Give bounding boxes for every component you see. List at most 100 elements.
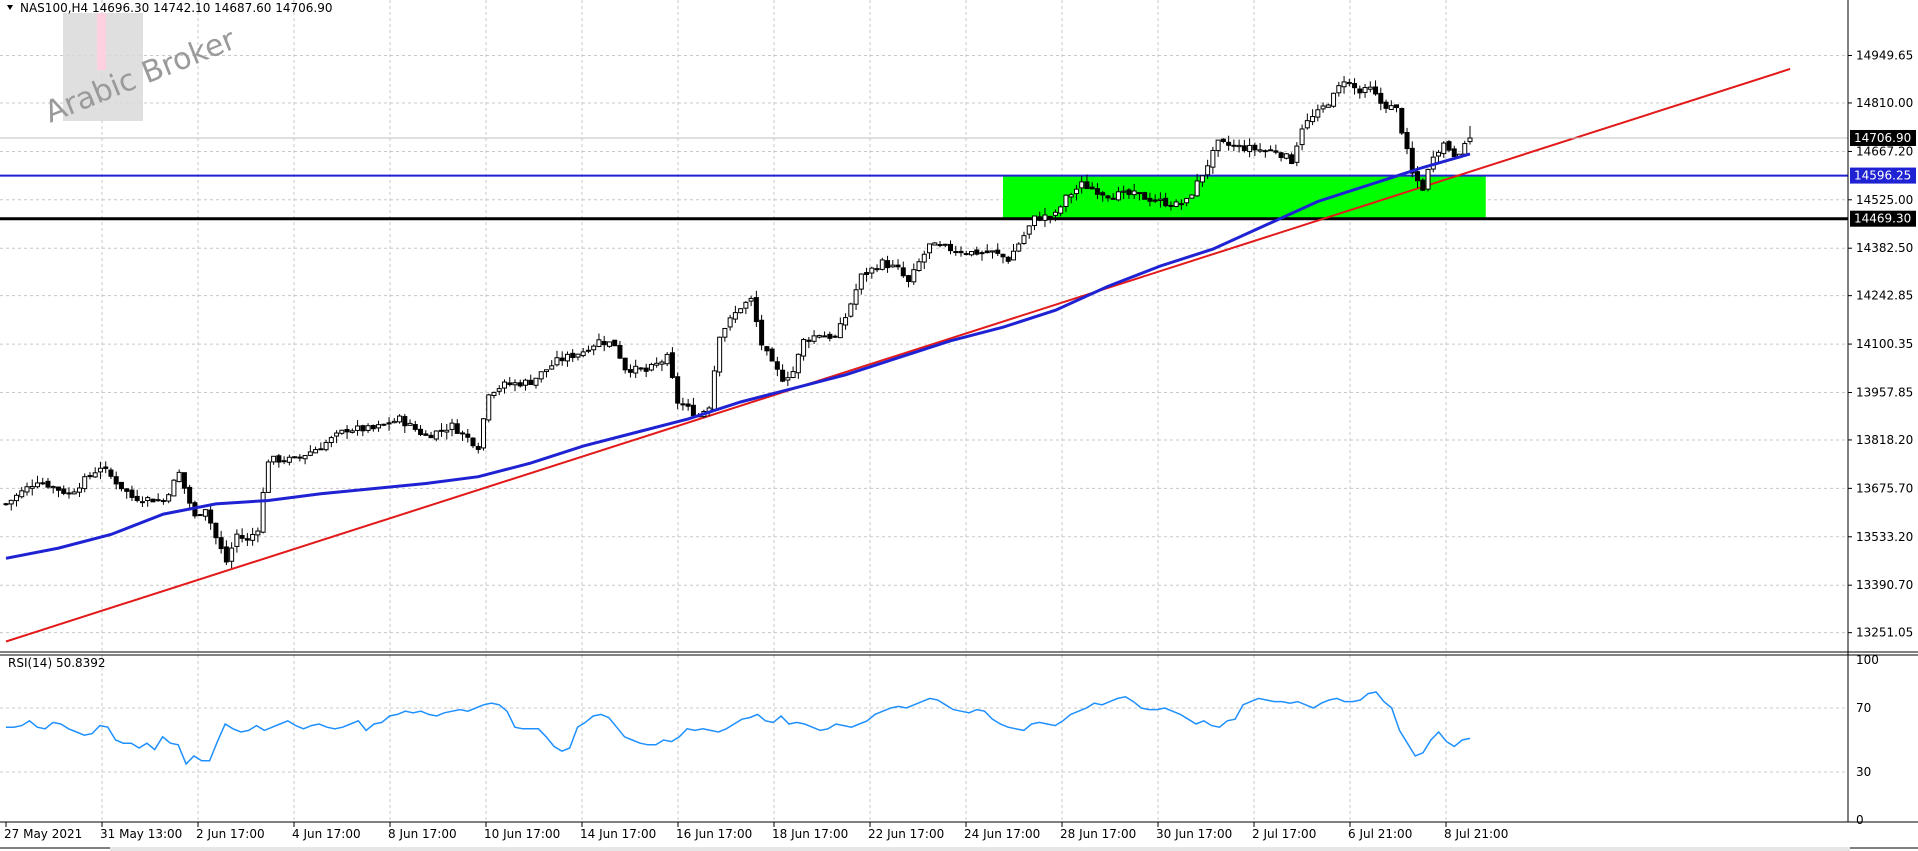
bear-candle — [1404, 131, 1410, 150]
bull-candle — [202, 509, 208, 517]
time-tick-label: 2 Jul 17:00 — [1252, 827, 1316, 841]
bull-candle — [166, 494, 172, 502]
bull-candle — [355, 425, 361, 431]
bear-candle — [360, 425, 366, 432]
bull-candle — [255, 530, 261, 536]
bull-candle — [481, 418, 487, 449]
bull-candle — [1315, 109, 1321, 118]
bull-candle — [496, 388, 502, 392]
bull-candle — [1425, 168, 1431, 190]
bear-candle — [475, 446, 481, 450]
bull-candle — [381, 423, 387, 426]
bull-candle — [271, 455, 277, 463]
bull-candle — [160, 500, 166, 503]
bull-candle — [71, 491, 77, 495]
bull-candle — [50, 486, 56, 489]
bear-candle — [1383, 101, 1389, 109]
bull-candle — [97, 467, 103, 473]
bull-candle — [711, 370, 717, 410]
time-tick-label: 14 Jun 17:00 — [580, 827, 656, 841]
bear-candle — [759, 319, 765, 346]
bear-candle — [370, 424, 376, 430]
bull-candle — [76, 487, 82, 493]
bear-candle — [61, 488, 67, 494]
bull-candle — [1210, 149, 1216, 168]
bear-candle — [103, 466, 109, 469]
bear-candle — [454, 423, 460, 434]
bear-candle — [1289, 154, 1295, 165]
price-tag-black-level — [1850, 210, 1916, 227]
bear-candle — [344, 429, 350, 433]
time-tick-label: 8 Jul 21:00 — [1444, 827, 1508, 841]
price-tick-label: 14382.50 — [1856, 241, 1913, 255]
time-tick-label: 8 Jun 17:00 — [388, 827, 457, 841]
bear-candle — [423, 433, 429, 436]
price-tick-label: 13533.20 — [1856, 530, 1913, 544]
bear-candle — [680, 403, 686, 406]
bull-candle — [1388, 105, 1394, 110]
bull-candle — [1073, 188, 1079, 195]
bull-candle — [1346, 81, 1352, 85]
bull-candle — [1462, 143, 1468, 155]
bear-candle — [675, 376, 681, 404]
bull-candle — [1079, 181, 1085, 189]
bear-candle — [276, 455, 282, 463]
horizontal-scrollbar[interactable] — [110, 847, 1850, 851]
bull-candle — [816, 335, 822, 338]
red-trendline[interactable] — [5, 68, 1791, 643]
bull-candle — [397, 415, 403, 423]
bear-candle — [617, 345, 623, 359]
triangle-down-icon[interactable] — [7, 5, 13, 10]
bear-candle — [685, 403, 691, 407]
price-tick-label: 14525.00 — [1856, 193, 1913, 207]
bear-candle — [386, 422, 392, 425]
rsi-axis: 100 70 30 0 — [1856, 653, 1879, 827]
bull-candle — [313, 449, 319, 454]
bear-candle — [428, 434, 434, 439]
bear-candle — [1126, 189, 1132, 195]
bull-candle — [1016, 243, 1022, 252]
candles — [3, 76, 1473, 569]
bear-candle — [864, 272, 870, 276]
bull-candle — [1341, 81, 1347, 88]
bear-candle — [764, 346, 770, 352]
time-axis: 27 May 2021 31 May 13:00 2 Jun 17:00 4 Jun … — [4, 822, 1508, 841]
bear-candle — [181, 472, 187, 489]
price-tick-label: 13818.20 — [1856, 433, 1913, 447]
bull-candle — [921, 253, 927, 263]
price-tag-blue-level — [1850, 167, 1916, 184]
time-tick-label: 30 Jun 17:00 — [1156, 827, 1232, 841]
bear-candle — [1420, 179, 1426, 191]
bull-candle — [1336, 85, 1342, 94]
bear-candle — [1100, 192, 1106, 196]
bear-candle — [937, 244, 943, 247]
bull-candle — [1026, 225, 1032, 235]
time-tick-label: 22 Jun 17:00 — [868, 827, 944, 841]
price-tick-label: 14242.85 — [1856, 289, 1913, 303]
bear-candle — [139, 501, 145, 504]
bear-candle — [638, 367, 644, 370]
bear-candle — [900, 267, 906, 277]
bull-candle — [1194, 180, 1200, 197]
bear-candle — [517, 382, 523, 387]
bull-candle — [1304, 120, 1310, 129]
bear-candle — [963, 253, 969, 256]
bear-candle — [774, 361, 780, 370]
bear-candle — [601, 340, 607, 346]
bull-candle — [1173, 201, 1179, 208]
bull-candle — [1441, 142, 1447, 155]
bull-candle — [522, 379, 528, 386]
rsi-tick-label: 100 — [1856, 653, 1879, 667]
bull-candle — [1010, 250, 1016, 261]
bull-candle — [82, 476, 88, 490]
price-tag-label: 14706.90 — [1854, 131, 1911, 145]
bull-candle — [979, 252, 985, 255]
bear-candle — [984, 250, 990, 254]
support-zone — [1002, 175, 1486, 219]
bull-candle — [323, 441, 329, 451]
bull-candle — [811, 335, 817, 342]
bear-candle — [806, 339, 812, 342]
bear-candle — [1378, 92, 1384, 104]
bull-candle — [491, 391, 497, 396]
